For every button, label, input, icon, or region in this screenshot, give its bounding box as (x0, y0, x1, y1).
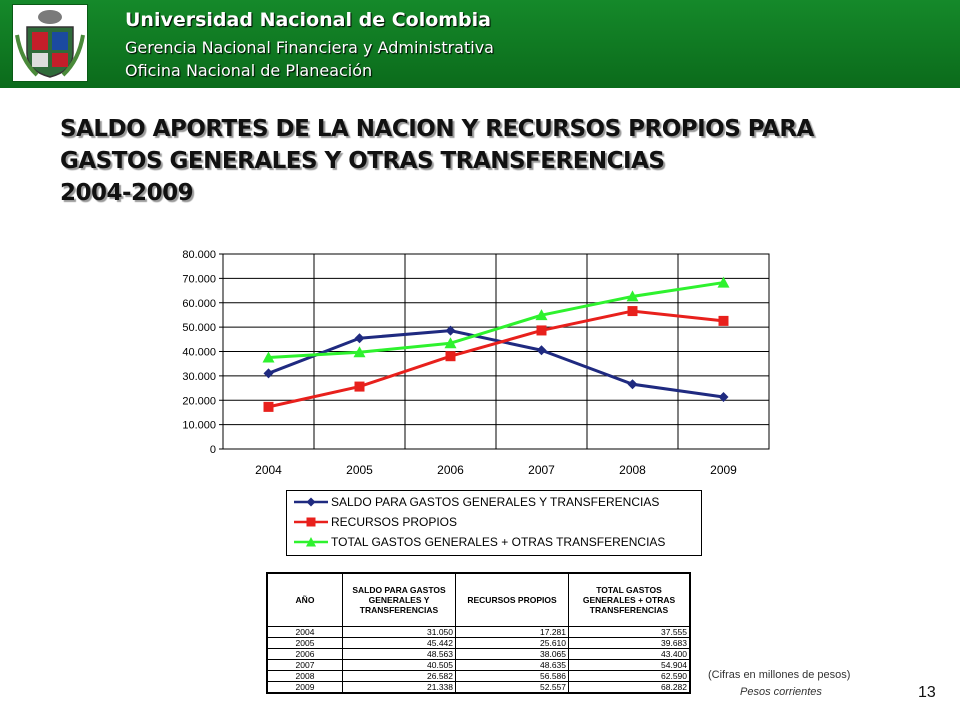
cell-recursos: 52.557 (455, 681, 569, 694)
col-header-total: TOTAL GASTOS GENERALES + OTRAS TRANSFERE… (568, 572, 691, 627)
data-point-triangle (262, 351, 275, 363)
data-point-triangle (353, 346, 366, 358)
table-row: 2007 40.505 48.635 54.904 (266, 659, 691, 671)
cell-year: 2006 (266, 648, 343, 660)
y-tick-label: 60.000 (182, 298, 216, 310)
cell-year: 2009 (266, 681, 343, 694)
legend-label-total: TOTAL GASTOS GENERALES + OTRAS TRANSFERE… (331, 535, 666, 549)
data-point-square (263, 401, 274, 412)
cell-recursos: 38.065 (455, 648, 569, 660)
y-tick-label: 70.000 (182, 273, 216, 285)
data-point-triangle (444, 337, 457, 349)
legend-diamond-marker (294, 497, 328, 507)
y-tick-label: 40.000 (182, 347, 216, 359)
cell-saldo: 40.505 (342, 659, 456, 671)
data-table: AÑO SALDO PARA GASTOS GENERALES Y TRANSF… (266, 572, 691, 694)
y-tick-label: 10.000 (182, 420, 216, 432)
data-point-square (627, 306, 638, 317)
prices-note: Pesos corrientes (740, 686, 822, 698)
legend-triangle-marker (294, 537, 328, 547)
legend-label-saldo: SALDO PARA GASTOS GENERALES Y TRANSFEREN… (331, 495, 660, 509)
cell-saldo: 31.050 (342, 626, 456, 638)
cell-saldo: 21.338 (342, 681, 456, 694)
series-line-3 (268, 281, 724, 359)
x-tick-label: 2007 (528, 463, 555, 477)
y-tick-label: 30.000 (182, 371, 216, 383)
line-chart: 0 10.000 20.000 30.000 40.000 50.000 60.000 70.… (182, 249, 770, 477)
data-point-triangle (717, 276, 730, 288)
slide-title-line1: SALDO APORTES DE LA NACION Y RECURSOS PR… (60, 116, 814, 142)
series-line-2 (268, 309, 724, 409)
series-line-1 (267, 329, 724, 399)
legend-item-saldo: SALDO PARA GASTOS GENERALES Y TRANSFEREN… (291, 492, 697, 512)
col-header-saldo: SALDO PARA GASTOS GENERALES Y TRANSFEREN… (342, 572, 456, 627)
data-point-diamond (445, 325, 456, 336)
cell-year: 2004 (266, 626, 343, 638)
y-tick-label: 50.000 (182, 322, 216, 334)
chart-legend: SALDO PARA GASTOS GENERALES Y TRANSFEREN… (286, 490, 702, 556)
legend-item-total: TOTAL GASTOS GENERALES + OTRAS TRANSFERE… (291, 532, 697, 552)
cell-year: 2008 (266, 670, 343, 682)
y-tick-label: 80.000 (182, 249, 216, 261)
data-point-square (536, 325, 547, 336)
table-row: 2009 21.338 52.557 68.282 (266, 681, 691, 694)
cell-recursos: 48.635 (455, 659, 569, 671)
data-point-diamond (536, 345, 547, 356)
x-tick-label: 2008 (619, 463, 646, 477)
data-point-diamond (718, 391, 729, 402)
x-tick-label: 2004 (255, 463, 282, 477)
cell-saldo: 26.582 (342, 670, 456, 682)
data-point-square (718, 315, 729, 326)
table-row: 2008 26.582 56.586 62.590 (266, 670, 691, 682)
cell-year: 2005 (266, 637, 343, 649)
cell-recursos: 56.586 (455, 670, 569, 682)
legend-item-recursos: RECURSOS PROPIOS (291, 512, 697, 532)
legend-square-marker (294, 517, 328, 527)
university-logo (12, 4, 88, 82)
y-tick-label: 0 (210, 444, 216, 456)
cell-total: 39.683 (568, 637, 691, 649)
department-name: Gerencia Nacional Financiera y Administr… (125, 38, 494, 57)
university-name: Universidad Nacional de Colombia (125, 9, 491, 31)
header-bar: Universidad Nacional de Colombia Gerenci… (0, 0, 960, 88)
data-point-diamond (354, 333, 365, 344)
table-row: 2006 48.563 38.065 43.400 (266, 648, 691, 660)
table-row: 2005 45.442 25.610 39.683 (266, 637, 691, 649)
x-tick-label: 2009 (710, 463, 737, 477)
x-tick-label: 2006 (437, 463, 464, 477)
cell-recursos: 25.610 (455, 637, 569, 649)
slide-title-line2: GASTOS GENERALES Y OTRAS TRANSFERENCIAS (60, 148, 665, 174)
cell-year: 2007 (266, 659, 343, 671)
cell-total: 54.904 (568, 659, 691, 671)
data-point-square (445, 351, 456, 362)
cell-total: 62.590 (568, 670, 691, 682)
cell-saldo: 48.563 (342, 648, 456, 660)
cell-total: 43.400 (568, 648, 691, 660)
y-tick-label: 20.000 (182, 395, 216, 407)
col-header-recursos: RECURSOS PROPIOS (455, 572, 569, 627)
units-note: (Cifras en millones de pesos) (708, 669, 851, 681)
data-point-triangle (626, 290, 639, 302)
office-name: Oficina Nacional de Planeación (125, 61, 373, 80)
data-point-triangle (535, 309, 548, 321)
table-row: 2004 31.050 17.281 37.555 (266, 626, 691, 638)
data-point-diamond (263, 368, 274, 379)
cell-total: 68.282 (568, 681, 691, 694)
table-header-row: AÑO SALDO PARA GASTOS GENERALES Y TRANSF… (266, 572, 691, 627)
cell-total: 37.555 (568, 626, 691, 638)
data-point-diamond (627, 379, 638, 390)
page-number: 13 (918, 684, 936, 701)
data-point-square (354, 381, 365, 392)
slide-title-line3: 2004-2009 (60, 180, 194, 206)
cell-recursos: 17.281 (455, 626, 569, 638)
legend-label-recursos: RECURSOS PROPIOS (331, 515, 458, 529)
cell-saldo: 45.442 (342, 637, 456, 649)
col-header-year: AÑO (266, 572, 343, 627)
x-tick-label: 2005 (346, 463, 373, 477)
